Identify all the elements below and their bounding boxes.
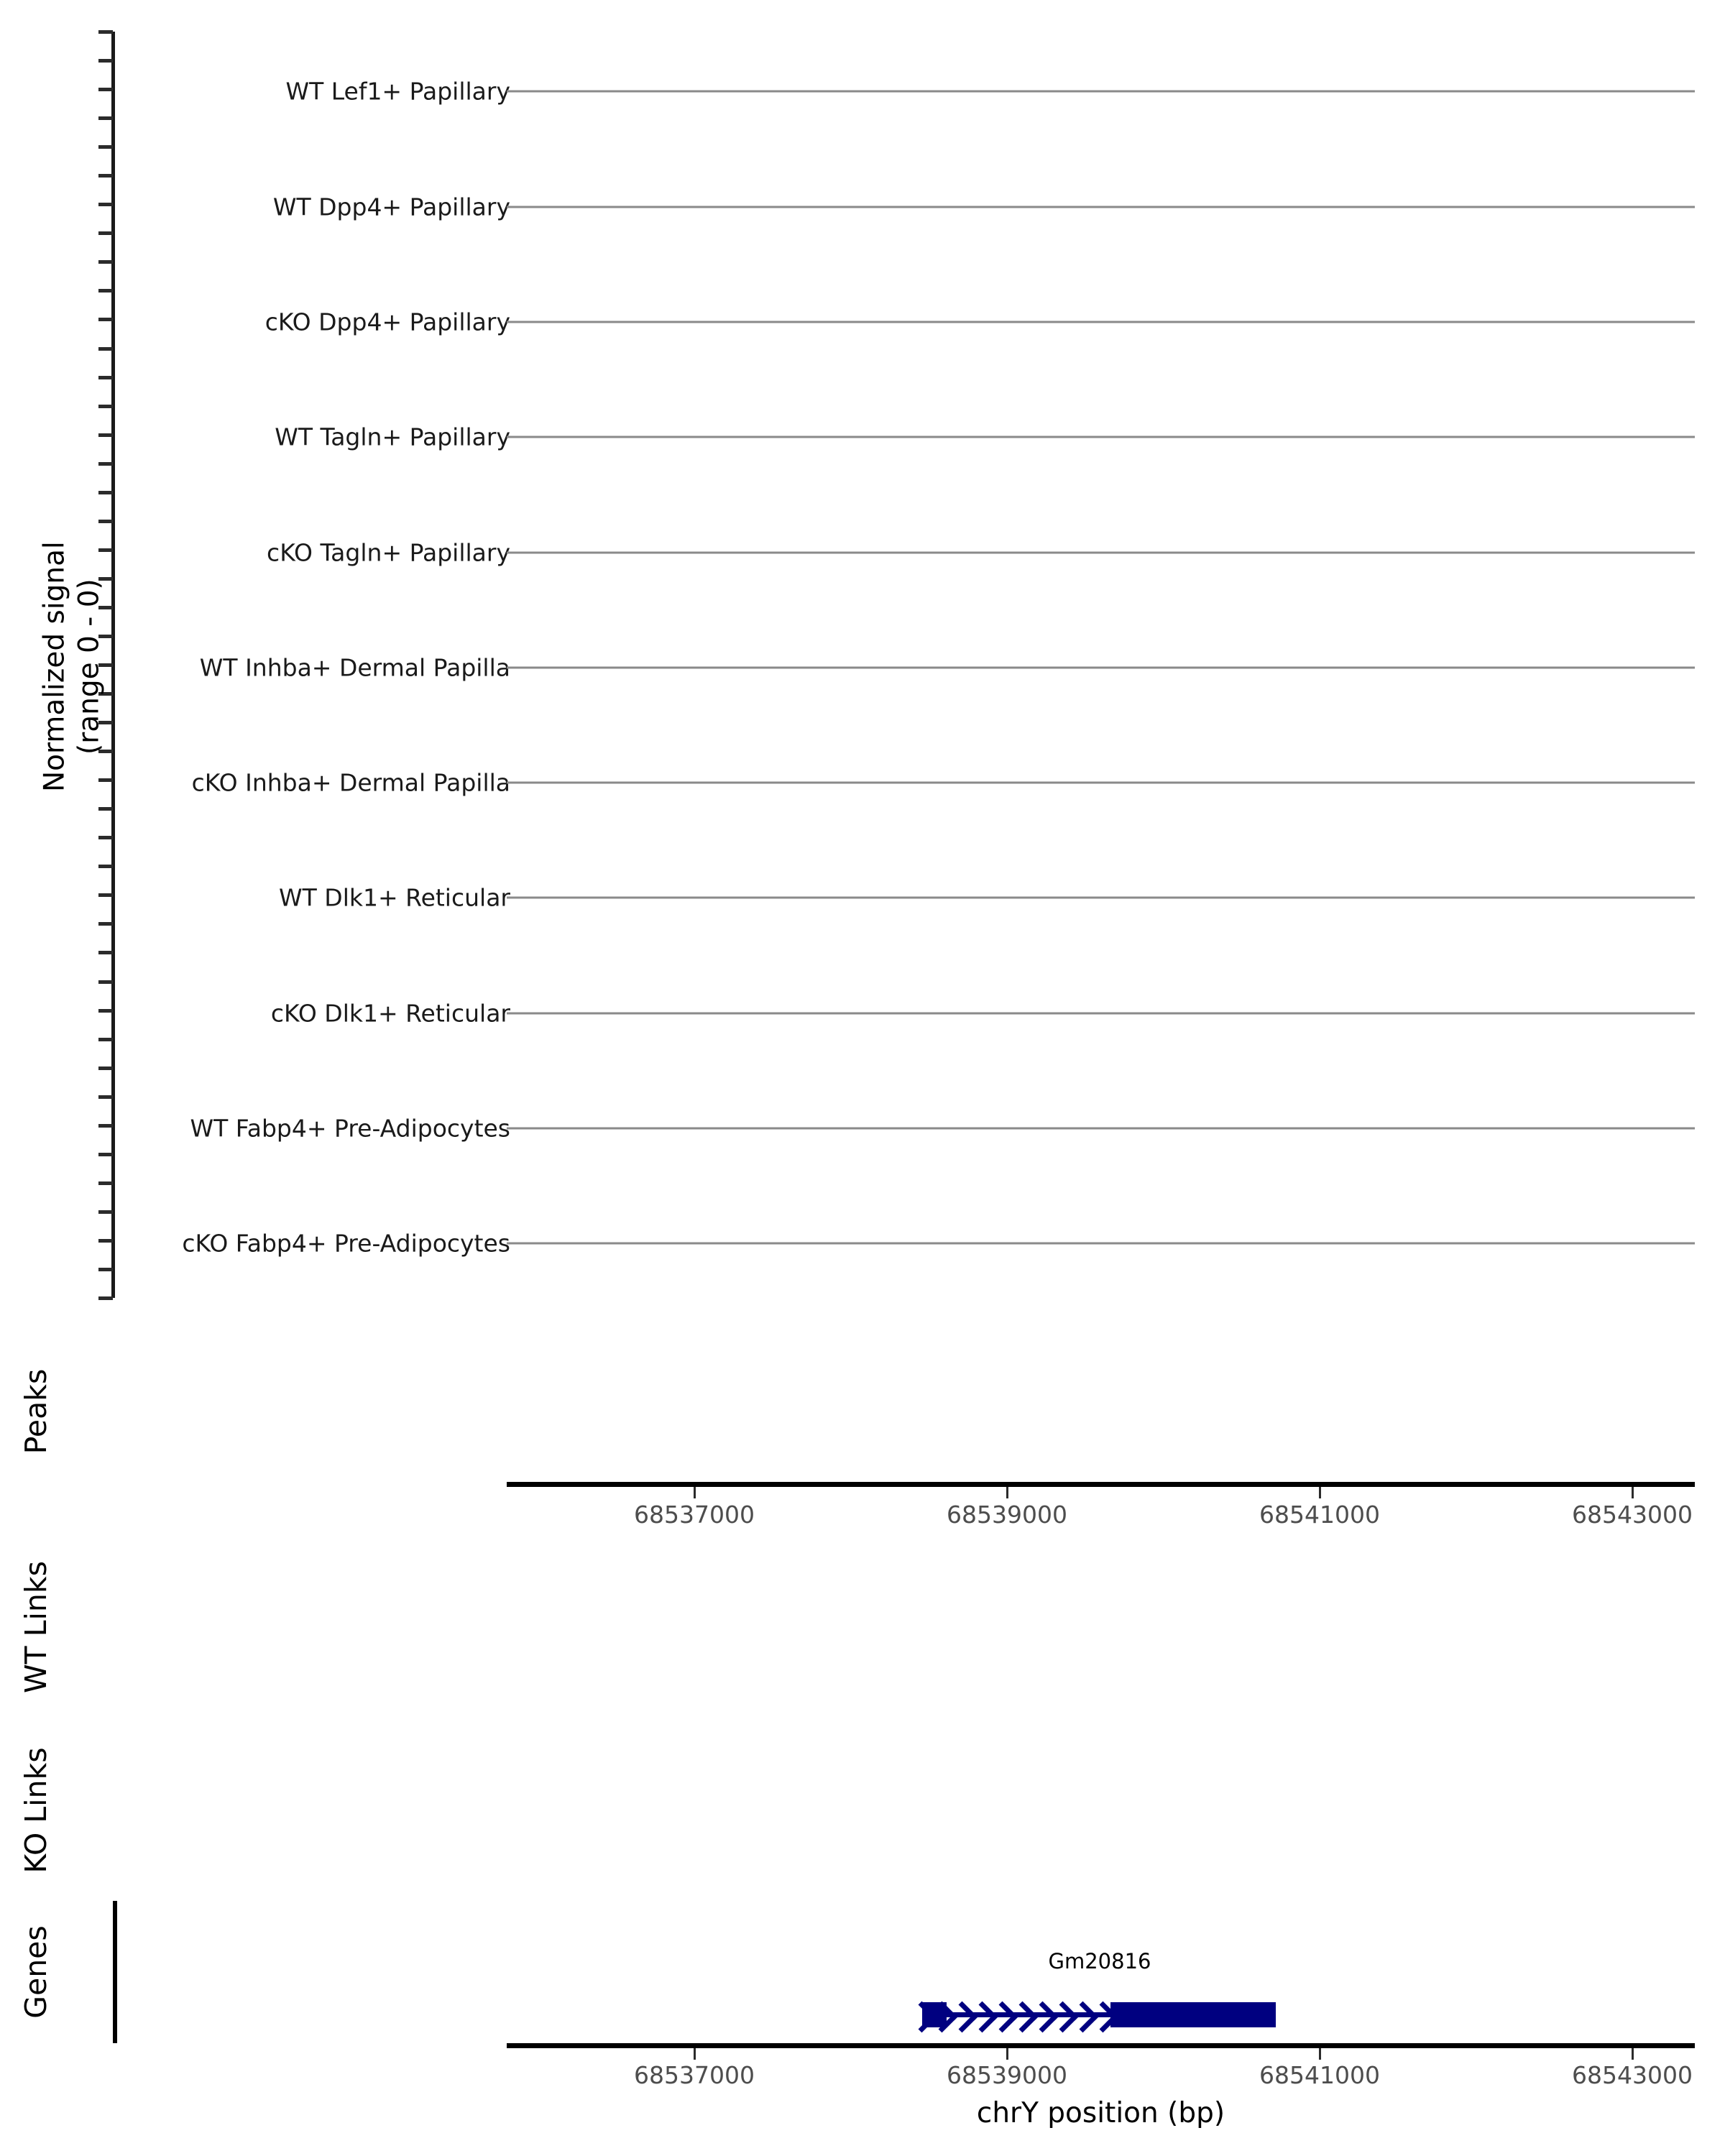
track-signal-line xyxy=(507,1127,1695,1130)
y-axis-tick xyxy=(98,318,113,322)
x-axis-tick-label: 68539000 xyxy=(947,1501,1067,1529)
track-label: WT Tagln+ Papillary xyxy=(275,423,510,451)
peaks-x-axis-spine xyxy=(507,1482,1695,1487)
y-axis-tick xyxy=(98,490,113,494)
y-axis-tick xyxy=(98,59,113,63)
x-axis-tick-mark xyxy=(1006,1487,1008,1498)
gene-exon xyxy=(1110,2002,1276,2027)
y-axis-tick xyxy=(98,634,113,638)
y-axis-tick xyxy=(98,1123,113,1128)
y-axis-tick xyxy=(98,1008,113,1013)
y-axis-tick xyxy=(98,980,113,984)
y-axis-tick xyxy=(98,433,113,437)
y-axis-tick xyxy=(98,663,113,667)
track-signal-line xyxy=(507,666,1695,669)
x-axis-tick-label: 68539000 xyxy=(947,2061,1067,2089)
track-label: WT Dpp4+ Papillary xyxy=(272,193,510,221)
track-label: cKO Fabp4+ Pre-Adipocytes xyxy=(182,1229,510,1258)
x-axis-tick-label: 68537000 xyxy=(634,1501,755,1529)
genes-x-axis-spine xyxy=(507,2043,1695,2048)
x-axis-tick-label: 68541000 xyxy=(1259,2061,1380,2089)
y-axis-tick xyxy=(98,1267,113,1271)
y-axis-tick xyxy=(98,1037,113,1041)
x-axis-tick-label: 68543000 xyxy=(1572,2061,1693,2089)
y-axis-tick xyxy=(98,605,113,609)
y-axis-tick xyxy=(98,289,113,293)
track-signal-line xyxy=(507,321,1695,323)
x-axis-title: chrY position (bp) xyxy=(976,2097,1225,2129)
track-signal-line xyxy=(507,436,1695,438)
track-signal-line xyxy=(507,1242,1695,1245)
y-axis-tick xyxy=(98,951,113,955)
y-axis-tick xyxy=(98,375,113,379)
x-axis-tick-mark xyxy=(1319,1487,1321,1498)
y-axis-tick xyxy=(98,88,113,92)
track-label: cKO Inhba+ Dermal Papilla xyxy=(191,768,510,797)
y-axis-tick xyxy=(98,548,113,552)
y-axis-tick xyxy=(98,778,113,783)
y-axis-tick xyxy=(98,203,113,207)
x-axis-tick-mark xyxy=(694,2048,696,2060)
y-axis-spine xyxy=(111,32,115,1298)
y-axis-tick xyxy=(98,1066,113,1070)
track-label: cKO Tagln+ Papillary xyxy=(267,538,510,567)
track-label: WT Inhba+ Dermal Papilla xyxy=(199,653,510,682)
track-signal-line xyxy=(507,896,1695,899)
genes-panel-spine xyxy=(113,1901,117,2043)
y-axis-tick xyxy=(98,1152,113,1156)
y-axis-tick xyxy=(98,750,113,754)
track-label: cKO Dpp4+ Papillary xyxy=(264,308,510,336)
track-signal-line xyxy=(507,206,1695,208)
track-label: WT Lef1+ Papillary xyxy=(285,77,510,106)
wt-links-panel: WT Links xyxy=(0,1531,1725,1718)
gene-name-label: Gm20816 xyxy=(1048,1949,1151,1973)
track-signal-line xyxy=(507,781,1695,784)
y-axis-tick xyxy=(98,1210,113,1214)
track-signal-line xyxy=(507,551,1695,554)
x-axis-tick-label: 68541000 xyxy=(1259,1501,1380,1529)
y-axis-tick xyxy=(98,519,113,523)
y-axis-tick xyxy=(98,174,113,178)
y-axis-tick xyxy=(98,1238,113,1243)
track-label: cKO Dlk1+ Reticular xyxy=(270,999,510,1028)
y-axis-tick xyxy=(98,145,113,149)
y-axis-tick xyxy=(98,1296,113,1300)
y-axis-tick xyxy=(98,346,113,351)
y-axis-tick xyxy=(98,807,113,811)
y-axis-tick xyxy=(98,231,113,236)
x-axis-tick-mark xyxy=(694,1487,696,1498)
gene-intron xyxy=(947,2012,1110,2017)
x-axis-tick-mark xyxy=(1632,2048,1634,2060)
y-axis-tick xyxy=(98,260,113,264)
signal-tracks-panel: Normalized signal (range 0 - 0) WT Lef1+… xyxy=(38,30,1695,1300)
track-signal-line xyxy=(507,1012,1695,1015)
track-label: WT Dlk1+ Reticular xyxy=(279,883,510,912)
y-axis-tick xyxy=(98,404,113,408)
y-axis-tick xyxy=(98,30,113,34)
y-axis-tick xyxy=(98,865,113,869)
y-axis-tick xyxy=(98,721,113,725)
y-axis-tick xyxy=(98,1095,113,1099)
x-axis-tick-mark xyxy=(1319,2048,1321,2060)
track-signal-line xyxy=(507,90,1695,93)
y-axis-tick xyxy=(98,692,113,696)
y-axis-tick xyxy=(98,836,113,840)
genes-panel-label: Genes xyxy=(19,1925,53,2019)
y-axis-tick xyxy=(98,1181,113,1185)
y-axis-tick xyxy=(98,893,113,898)
x-axis-tick-label: 68543000 xyxy=(1572,1501,1693,1529)
genes-panel: Genes Gm20816 68537000 68539000 68541000 68… xyxy=(0,1897,1725,2156)
y-axis-tick xyxy=(98,576,113,581)
y-axis-tick xyxy=(98,116,113,121)
x-axis-tick-label: 68537000 xyxy=(634,2061,755,2089)
peaks-panel: Peaks 68537000 68539000 68541000 68543000 xyxy=(0,1315,1725,1531)
gene-exon xyxy=(922,2002,947,2027)
track-label: WT Fabp4+ Pre-Adipocytes xyxy=(190,1114,510,1143)
y-axis-tick xyxy=(98,461,113,466)
y-axis-tick xyxy=(98,922,113,926)
ko-links-panel: KO Links xyxy=(0,1718,1725,1897)
x-axis-tick-mark xyxy=(1632,1487,1634,1498)
x-axis-tick-mark xyxy=(1006,2048,1008,2060)
